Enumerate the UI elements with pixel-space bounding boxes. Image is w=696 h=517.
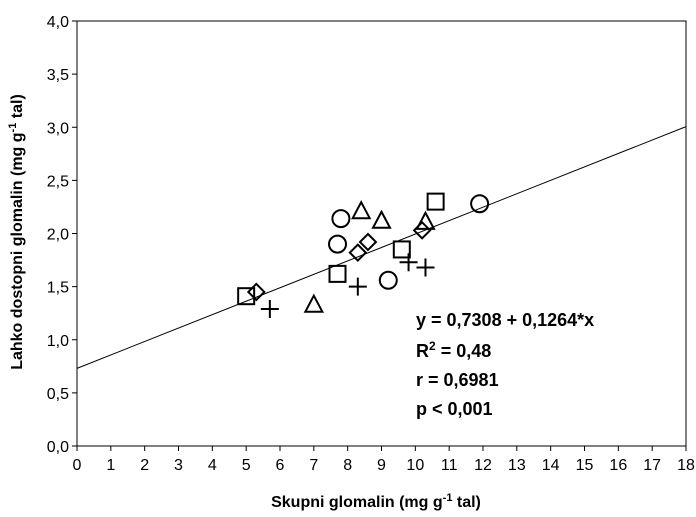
y-tick-label: 1,0 <box>47 333 69 350</box>
point-square <box>426 192 445 211</box>
x-tick-label: 12 <box>474 457 492 474</box>
point-circle <box>328 234 348 254</box>
x-tick-label: 14 <box>542 457 560 474</box>
y-tick-label: 4,0 <box>47 14 69 31</box>
plot-area <box>76 20 687 447</box>
x-tick-label: 5 <box>242 457 251 474</box>
point-circle <box>378 270 398 290</box>
point-square <box>392 240 411 259</box>
x-tick-label: 17 <box>643 457 661 474</box>
point-cross <box>348 277 367 296</box>
point-diamond <box>412 220 432 240</box>
point-triangle <box>351 200 372 220</box>
regression-line-group <box>76 126 687 369</box>
x-tick-label: 13 <box>508 457 526 474</box>
y-tick-label: 2,5 <box>47 173 69 190</box>
regression-equation: y = 0,7308 + 0,1264*x <box>416 310 594 330</box>
p-value-label: p < 0,001 <box>416 399 493 419</box>
x-tick-label: 3 <box>174 457 183 474</box>
x-tick-label: 8 <box>343 457 352 474</box>
x-tick-label: 7 <box>309 457 318 474</box>
r-squared-label: R2 = 0,48 <box>416 339 491 361</box>
x-tick-label: 18 <box>677 457 695 474</box>
x-tick-label: 10 <box>406 457 424 474</box>
x-axis-title: Skupni glomalin (mg g-1 tal) <box>271 492 481 511</box>
x-tick-label: 1 <box>106 457 115 474</box>
x-tick-label: 15 <box>576 457 594 474</box>
point-cross <box>416 258 435 277</box>
y-tick-label: 2,0 <box>47 227 69 244</box>
y-tick-label: 3,5 <box>47 67 69 84</box>
axes-group: 0 1 2 3 4 5 6 7 8 9 10 11 12 13 14 15 16 17 180,00,51,01,5… <box>47 14 695 474</box>
data-points-group <box>237 192 490 318</box>
y-tick-label: 1,5 <box>47 280 69 297</box>
point-cross <box>399 253 418 272</box>
y-axis-title: Lahko dostopni glomalin (mg g-1 tal) <box>7 94 26 370</box>
point-diamond <box>246 282 266 302</box>
x-tick-label: 0 <box>73 457 82 474</box>
point-circle <box>470 194 490 214</box>
point-cross <box>260 299 279 318</box>
plot-frame <box>76 20 687 447</box>
point-triangle <box>371 209 392 229</box>
x-tick-label: 6 <box>276 457 285 474</box>
point-square <box>237 287 256 306</box>
point-circle <box>331 209 351 229</box>
correlation-label: r = 0,6981 <box>416 370 499 390</box>
x-tick-label: 2 <box>140 457 149 474</box>
stats-annotation: y = 0,7308 + 0,1264*x R2 = 0,48 r = 0,69… <box>416 310 594 419</box>
x-tick-label: 11 <box>441 457 458 474</box>
point-triangle <box>415 210 436 230</box>
x-tick-label: 16 <box>609 457 627 474</box>
x-tick-label: 4 <box>208 457 217 474</box>
point-triangle <box>303 293 324 313</box>
point-square <box>328 264 347 283</box>
point-diamond <box>348 243 368 263</box>
point-diamond <box>358 232 378 252</box>
y-tick-label: 0,5 <box>47 386 69 403</box>
y-tick-label: 0,0 <box>47 439 69 456</box>
x-tick-label: 9 <box>377 457 386 474</box>
y-tick-label: 3,0 <box>47 120 69 137</box>
regression-line <box>76 126 687 369</box>
